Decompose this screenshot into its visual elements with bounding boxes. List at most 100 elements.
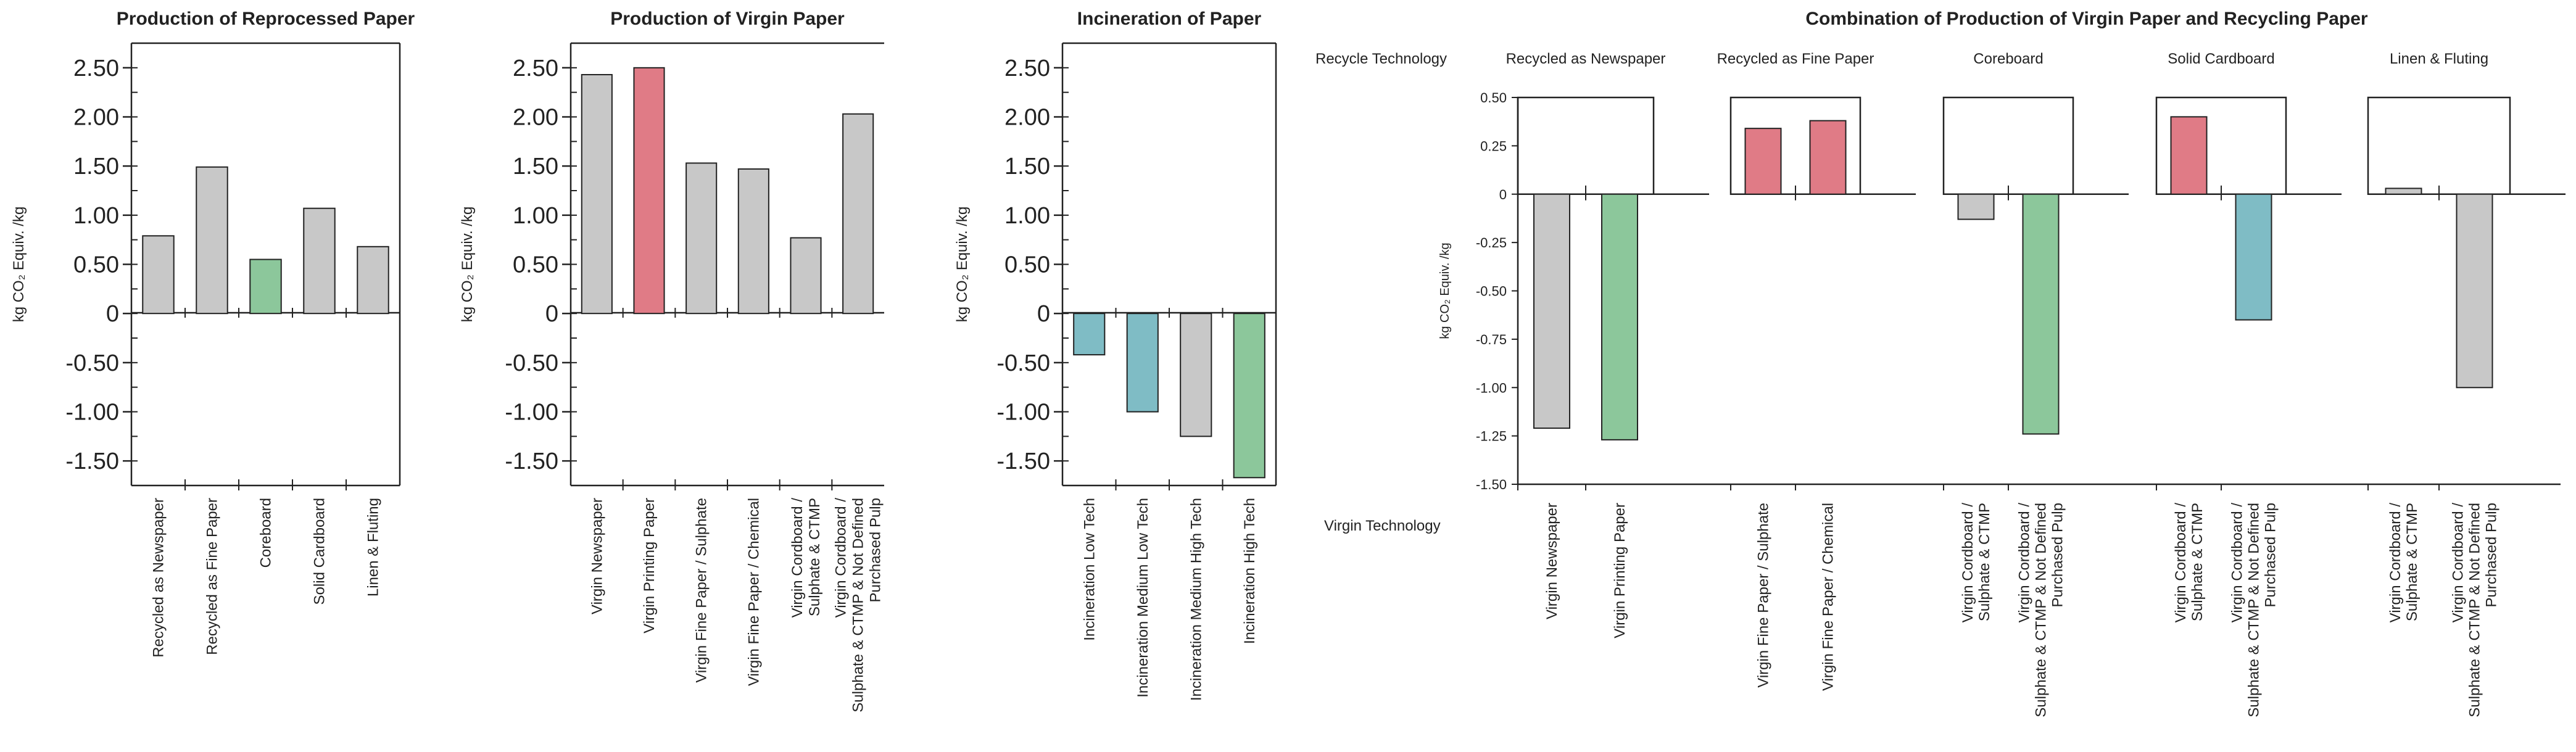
x-tick-label: Incineration Medium Low Tech xyxy=(1135,498,1151,698)
y-tick-label: -1.00 xyxy=(996,400,1050,426)
bar xyxy=(685,162,718,315)
x-tick-label-group: Recycled as Fine Paper xyxy=(204,498,221,655)
bar xyxy=(2022,193,2060,435)
bar xyxy=(1233,313,1265,479)
bar xyxy=(737,168,769,315)
x-tick-label: Purchased Pulp xyxy=(2050,503,2066,607)
y-tick-label: 0.25 xyxy=(1480,138,1507,154)
bar xyxy=(1744,128,1782,195)
y-tick-label: -0.50 xyxy=(1476,284,1507,299)
y-tick-label: 2.50 xyxy=(1004,56,1050,81)
y-tick-label: -1.50 xyxy=(1476,477,1507,492)
y-tick-label: -1.50 xyxy=(996,448,1050,474)
x-tick-label-group: Virgin Cordboard / Sulphate & CTMP & Not … xyxy=(2229,503,2279,717)
x-tick-label: Recycled as Fine Paper xyxy=(204,498,221,655)
x-tick-label-group: Virgin Fine Paper / Chemical xyxy=(1820,503,1837,691)
x-tick-label: Purchased Pulp xyxy=(2263,503,2279,607)
y-tick-label: 2.00 xyxy=(73,105,119,131)
x-tick-label: Incineration Medium High Tech xyxy=(1188,498,1204,701)
x-tick-label: Virgin Fine Paper / Sulphate xyxy=(694,498,710,683)
group-frame xyxy=(1942,96,2074,195)
y-tick-label: -1.00 xyxy=(505,400,558,426)
y-tick-label: 1.00 xyxy=(1004,203,1050,229)
chart-title: Production of Reprocessed Paper xyxy=(117,9,415,29)
x-tick-label-group: Coreboard xyxy=(258,498,275,568)
y-axis-label: kg CO₂ Equiv. /kg xyxy=(954,207,971,323)
x-tick-label: Virgin Printing Paper xyxy=(641,498,658,634)
x-tick-label: Purchased Pulp xyxy=(2483,503,2500,607)
bar xyxy=(2235,193,2272,321)
x-tick-label: Sulphate & CTMP & Not Defined xyxy=(2033,503,2050,717)
bar xyxy=(1809,120,1847,195)
y-tick-label: 1.50 xyxy=(1004,154,1050,180)
x-tick-label: Virgin Cordboard / xyxy=(789,498,806,618)
y-tick-label: 2.00 xyxy=(1004,105,1050,131)
x-tick-label: Virgin Newspaper xyxy=(1544,503,1560,619)
x-tick-label: Sulphate & CTMP & Not Defined xyxy=(2467,503,2483,717)
bar xyxy=(1533,193,1570,429)
y-axis-label: kg CO₂ Equiv. /kg xyxy=(459,207,476,323)
x-tick-label-group: Virgin Cordboard / Sulphate & CTMP xyxy=(789,498,823,618)
y-tick-label: 0 xyxy=(106,301,119,327)
x-tick-label-group: Linen & Fluting xyxy=(365,498,382,597)
x-tick-label-group: Virgin Fine Paper / Chemical xyxy=(745,498,762,686)
y-tick-label: 1.50 xyxy=(513,154,558,180)
chart-title: Incineration of Paper xyxy=(1077,9,1262,29)
x-tick-label: Sulphate & CTMP & Not Defined xyxy=(850,498,867,713)
group-label: Coreboard xyxy=(1973,51,2043,67)
y-tick-label: 0 xyxy=(545,301,558,327)
y-tick-label: 0.50 xyxy=(1004,252,1050,278)
y-tick-label: 2.00 xyxy=(513,105,558,131)
x-tick-label: Virgin Cordboard / xyxy=(2450,503,2467,623)
x-tick-label: Sulphate & CTMP & Not Defined xyxy=(2246,503,2263,717)
x-tick-label-group: Recycled as Newspaper xyxy=(151,498,167,658)
y-axis-label: kg CO₂ Equiv. /kg xyxy=(10,207,27,323)
group-frame xyxy=(2367,96,2511,195)
y-axis-label: kg CO₂ Equiv. /kg xyxy=(1438,242,1452,339)
bar xyxy=(842,113,874,315)
x-tick-label: Virgin Cordboard / xyxy=(1960,503,1976,623)
y-tick-label: 2.50 xyxy=(73,56,119,81)
group-label: Solid Cardboard xyxy=(2168,51,2274,67)
x-tick-label: Sulphate & CTMP xyxy=(1976,503,1993,621)
x-tick-label: Sulphate & CTMP xyxy=(2189,503,2206,621)
x-tick-label: Incineration Low Tech xyxy=(1081,498,1098,641)
x-tick-label: Virgin Cordboard / xyxy=(833,498,850,618)
x-tick-label: Solid Cardboard xyxy=(312,498,328,605)
y-tick-label: -0.50 xyxy=(65,350,119,376)
x-tick-label: Virgin Cordboard / xyxy=(2016,503,2033,623)
x-tick-label: Virgin Cordboard / xyxy=(2387,503,2404,623)
y-tick-label: 1.50 xyxy=(73,154,119,180)
x-tick-label-group: Virgin Newspaper xyxy=(1544,503,1560,619)
bar xyxy=(142,235,175,315)
bar xyxy=(303,207,336,315)
bar xyxy=(196,166,228,315)
chart-title: Combination of Production of Virgin Pape… xyxy=(1805,9,2368,29)
x-tick-label: Incineration High Tech xyxy=(1241,498,1258,644)
y-tick-label: 1.00 xyxy=(513,203,558,229)
x-tick-label: Sulphate & CTMP xyxy=(2404,503,2421,621)
y-tick-label: 0 xyxy=(1499,187,1507,202)
x-tick-label: Virgin Cordboard / xyxy=(2229,503,2246,623)
y-tick-label: 0 xyxy=(1037,301,1050,327)
bar xyxy=(2456,193,2493,389)
x-tick-label-group: Solid Cardboard xyxy=(312,498,328,605)
bar xyxy=(790,237,822,315)
x-tick-label-group: Incineration Medium High Tech xyxy=(1188,498,1204,701)
y-tick-label: -1.50 xyxy=(65,448,119,474)
bar xyxy=(633,67,665,315)
bar xyxy=(357,246,389,315)
x-tick-label-group: Virgin Cordboard / Sulphate & CTMP & Not … xyxy=(2450,503,2500,717)
bar xyxy=(1180,313,1212,437)
bar xyxy=(1073,313,1106,356)
x-tick-label: Virgin Printing Paper xyxy=(1612,503,1628,638)
x-tick-label: Virgin Fine Paper / Chemical xyxy=(745,498,762,686)
bar xyxy=(1601,193,1638,440)
bar xyxy=(581,73,613,315)
x-tick-label-group: Incineration Low Tech xyxy=(1081,498,1098,641)
x-tick-label: Virgin Fine Paper / Chemical xyxy=(1820,503,1837,691)
chart-title: Production of Virgin Paper xyxy=(610,9,845,29)
group-label: Linen & Fluting xyxy=(2390,51,2488,67)
group-label: Recycled as Newspaper xyxy=(1506,51,1666,67)
x-tick-label: Coreboard xyxy=(258,498,275,568)
